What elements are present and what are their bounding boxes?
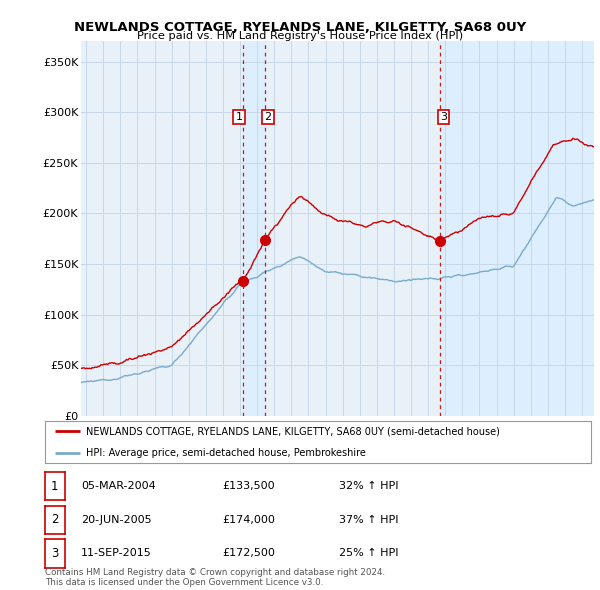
Text: £172,500: £172,500 — [222, 549, 275, 558]
Text: HPI: Average price, semi-detached house, Pembrokeshire: HPI: Average price, semi-detached house,… — [86, 448, 366, 457]
Text: Price paid vs. HM Land Registry's House Price Index (HPI): Price paid vs. HM Land Registry's House … — [137, 31, 463, 41]
Text: NEWLANDS COTTAGE, RYELANDS LANE, KILGETTY, SA68 0UY: NEWLANDS COTTAGE, RYELANDS LANE, KILGETT… — [74, 21, 526, 34]
Text: 32% ↑ HPI: 32% ↑ HPI — [339, 481, 398, 491]
Text: £174,000: £174,000 — [222, 515, 275, 525]
Bar — [440, 41, 594, 416]
Text: Contains HM Land Registry data © Crown copyright and database right 2024.
This d: Contains HM Land Registry data © Crown c… — [45, 568, 385, 587]
Bar — [243, 41, 265, 416]
Text: £133,500: £133,500 — [222, 481, 275, 491]
Text: 3: 3 — [51, 547, 59, 560]
Text: 1: 1 — [51, 480, 59, 493]
Text: NEWLANDS COTTAGE, RYELANDS LANE, KILGETTY, SA68 0UY (semi-detached house): NEWLANDS COTTAGE, RYELANDS LANE, KILGETT… — [86, 427, 500, 436]
Text: 2: 2 — [51, 513, 59, 526]
Text: 1: 1 — [235, 112, 242, 122]
Text: 2: 2 — [264, 112, 271, 122]
Text: 37% ↑ HPI: 37% ↑ HPI — [339, 515, 398, 525]
Text: 3: 3 — [440, 112, 447, 122]
Text: 11-SEP-2015: 11-SEP-2015 — [81, 549, 152, 558]
Text: 20-JUN-2005: 20-JUN-2005 — [81, 515, 152, 525]
Text: 05-MAR-2004: 05-MAR-2004 — [81, 481, 156, 491]
Text: 25% ↑ HPI: 25% ↑ HPI — [339, 549, 398, 558]
